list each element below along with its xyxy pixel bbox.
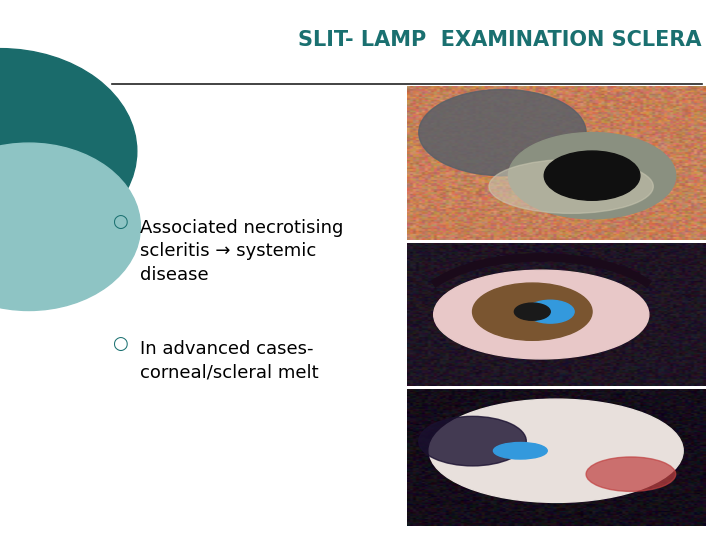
Circle shape xyxy=(526,300,574,323)
Circle shape xyxy=(514,303,550,320)
Text: In advanced cases-
corneal/scleral melt: In advanced cases- corneal/scleral melt xyxy=(140,340,319,382)
Text: Associated necrotising
scleritis → systemic
disease: Associated necrotising scleritis → syste… xyxy=(140,219,343,284)
Ellipse shape xyxy=(586,457,676,491)
Text: ○: ○ xyxy=(112,335,127,353)
Circle shape xyxy=(0,143,140,310)
Circle shape xyxy=(419,416,526,466)
Text: SLIT- LAMP  EXAMINATION SCLERA: SLIT- LAMP EXAMINATION SCLERA xyxy=(299,30,702,50)
Text: ○: ○ xyxy=(112,213,127,231)
Circle shape xyxy=(508,132,676,219)
Circle shape xyxy=(472,283,592,340)
Circle shape xyxy=(0,49,137,254)
Circle shape xyxy=(544,151,640,200)
Ellipse shape xyxy=(489,159,653,213)
Circle shape xyxy=(419,90,586,176)
Ellipse shape xyxy=(433,270,649,359)
Ellipse shape xyxy=(429,399,683,502)
Ellipse shape xyxy=(493,442,547,459)
